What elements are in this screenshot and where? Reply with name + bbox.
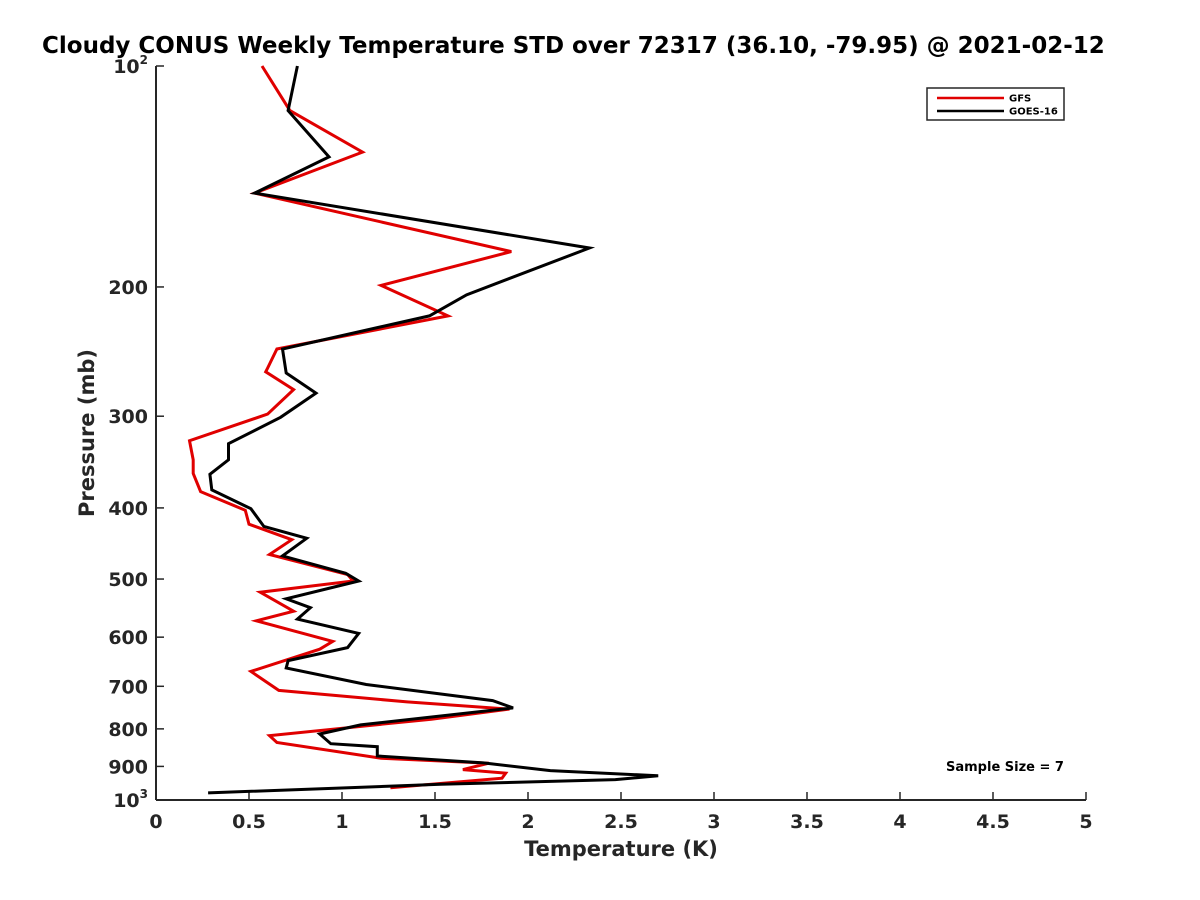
x-tick-label: 2.5	[604, 811, 638, 833]
x-tick-label: 4.5	[976, 811, 1010, 833]
series-lines	[187, 65, 659, 795]
legend-label-goes-16: GOES-16	[1009, 107, 1058, 118]
y-tick-label: 900	[108, 756, 148, 778]
sample-size-annotation: Sample Size = 7	[946, 760, 1064, 775]
y-tick-label: 500	[108, 569, 148, 591]
y-tick-label: 103	[113, 787, 148, 812]
y-tick-label: 102	[113, 53, 148, 78]
x-tick-label: 1.5	[418, 811, 452, 833]
x-tick-label: 3.5	[790, 811, 824, 833]
x-ticks: 0 0.5 1 1.5 2 2.5 3 3.5 4 4.5 5	[149, 792, 1093, 833]
series-line-goes-16	[208, 65, 659, 795]
chart-title: Cloudy CONUS Weekly Temperature STD over…	[42, 33, 1105, 59]
x-tick-label: 5	[1079, 811, 1092, 833]
y-ticks: 102 200 300 400 500 600 700 800 900 103	[108, 53, 164, 812]
x-tick-label: 2	[521, 811, 534, 833]
x-tick-label: 0.5	[232, 811, 266, 833]
legend-box	[926, 87, 1065, 121]
y-tick-label: 300	[108, 406, 148, 428]
y-tick-label: 700	[108, 676, 148, 698]
x-tick-label: 3	[707, 811, 720, 833]
legend-label-gfs: GFS	[1009, 94, 1031, 105]
legend: GFS GOES-16	[926, 87, 1065, 121]
y-tick-label: 800	[108, 719, 148, 741]
y-tick-label: 400	[108, 498, 148, 520]
y-axis-label: Pressure (mb)	[75, 349, 99, 517]
y-tick-label: 600	[108, 627, 148, 649]
x-tick-label: 1	[335, 811, 348, 833]
x-axis-label: Temperature (K)	[524, 837, 718, 861]
x-tick-label: 4	[893, 811, 906, 833]
y-tick-label: 200	[108, 277, 148, 299]
x-tick-label: 0	[149, 811, 162, 833]
plot-area: 0 0.5 1 1.5 2 2.5 3 3.5 4 4.5 5 102 200 300 400 500 600…	[108, 53, 1092, 833]
